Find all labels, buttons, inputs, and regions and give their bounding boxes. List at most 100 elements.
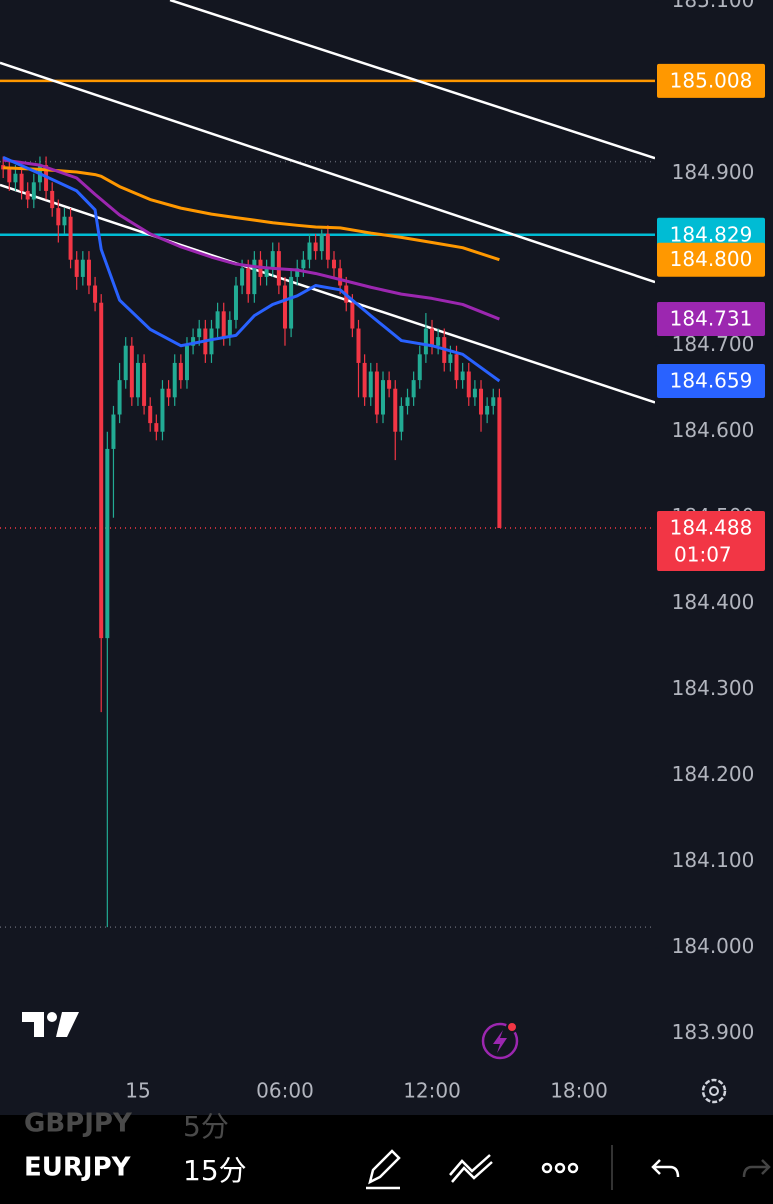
trend-line — [0, 61, 655, 284]
candle-body — [172, 362, 177, 398]
symbol[interactable]: GBPJPY — [24, 1109, 133, 1139]
candle-body — [436, 337, 441, 346]
interval[interactable]: 5分 — [183, 1110, 229, 1143]
candle-body — [142, 362, 147, 406]
candle-body — [472, 388, 477, 398]
candle-body — [221, 311, 226, 338]
candle-body — [50, 190, 55, 209]
candle-body — [233, 285, 238, 320]
candle-body — [331, 259, 336, 269]
candle-body — [497, 397, 502, 529]
y-tick-label: 184.300 — [672, 676, 755, 700]
candle-body — [387, 380, 392, 389]
candle-body — [301, 259, 306, 269]
candle-body — [368, 371, 373, 398]
candle-body — [485, 405, 490, 415]
candle-body — [491, 397, 496, 406]
candle-body — [74, 259, 79, 277]
candle-body — [105, 448, 110, 639]
candle-body — [80, 259, 85, 277]
candle-body — [270, 251, 275, 269]
y-tick-label: 184.700 — [672, 332, 755, 356]
candle-body — [160, 388, 165, 432]
redo-button[interactable] — [742, 1159, 771, 1178]
interval[interactable]: 15分 — [183, 1154, 247, 1187]
y-tick-label: 183.900 — [672, 1020, 755, 1044]
trend-line — [169, 0, 655, 160]
candle-body — [381, 380, 386, 415]
trend-line — [0, 183, 655, 404]
symbol[interactable]: EURJPY — [24, 1153, 132, 1183]
chart-background — [0, 0, 773, 1115]
candle-body — [350, 302, 355, 329]
candle-body — [184, 345, 189, 381]
candle-body — [99, 302, 104, 639]
x-tick-label: 06:00 — [256, 1079, 314, 1103]
candle-body — [68, 216, 73, 260]
candle-body — [215, 311, 220, 329]
moving-average — [2, 156, 501, 383]
price-badge — [657, 242, 765, 277]
candle-body — [56, 208, 61, 226]
candle-body — [282, 285, 287, 329]
settings-button[interactable] — [701, 1078, 727, 1104]
candle-body — [154, 423, 159, 432]
candle-body — [62, 216, 67, 226]
candle-body — [356, 328, 361, 363]
y-tick-label: 185.100 — [672, 0, 755, 12]
candle-body — [289, 276, 294, 329]
x-tick-label: 15 — [125, 1079, 150, 1103]
candle-body — [25, 190, 30, 200]
candle-body — [252, 259, 257, 295]
price-badge — [657, 302, 765, 337]
draw-button[interactable] — [366, 1149, 401, 1190]
axes: 185.100184.900184.700184.600184.500184.4… — [125, 0, 754, 1103]
candle-body — [197, 328, 202, 338]
candle-body — [411, 380, 416, 398]
candle-body — [374, 371, 379, 415]
candle-body — [417, 354, 422, 381]
candle-body — [325, 233, 330, 260]
y-tick-label: 184.600 — [672, 418, 755, 442]
candle-body — [423, 328, 428, 355]
plot-area — [0, 0, 655, 928]
undo-button[interactable] — [651, 1159, 680, 1178]
price-badge — [657, 511, 765, 572]
tv-logo — [22, 1012, 79, 1037]
candle-body — [430, 328, 435, 346]
candle-body — [135, 362, 140, 398]
candle-body — [86, 259, 91, 286]
candle-body — [178, 362, 183, 381]
candle-body — [240, 268, 245, 286]
candle-body — [319, 233, 324, 252]
price-badge — [657, 363, 765, 398]
y-tick-label: 184.400 — [672, 590, 755, 614]
candle-body — [466, 371, 471, 398]
candle-body — [191, 337, 196, 346]
price-badge-label: 184.800 — [670, 247, 753, 271]
countdown-label: 01:07 — [674, 543, 732, 567]
candle-body — [111, 414, 116, 449]
candle-body — [393, 388, 398, 432]
price-badge — [657, 63, 765, 98]
price-badge-label: 184.731 — [670, 307, 753, 331]
y-tick-label: 184.100 — [672, 848, 755, 872]
candle-body — [166, 388, 171, 398]
candle-body — [31, 182, 36, 200]
indicator-button[interactable] — [449, 1154, 493, 1183]
candle-body — [448, 354, 453, 363]
price-badge-label: 184.488 — [670, 516, 753, 540]
x-tick-label: 12:00 — [403, 1079, 461, 1103]
price-badge-label: 184.829 — [670, 222, 753, 246]
candle-body — [227, 319, 232, 338]
candle-body — [338, 268, 343, 286]
more-button[interactable] — [541, 1162, 579, 1174]
candle-body — [460, 371, 465, 381]
candle-body — [362, 362, 367, 398]
candle-body — [123, 345, 128, 381]
candle-body — [399, 405, 404, 432]
lightning-button[interactable] — [481, 1021, 519, 1060]
